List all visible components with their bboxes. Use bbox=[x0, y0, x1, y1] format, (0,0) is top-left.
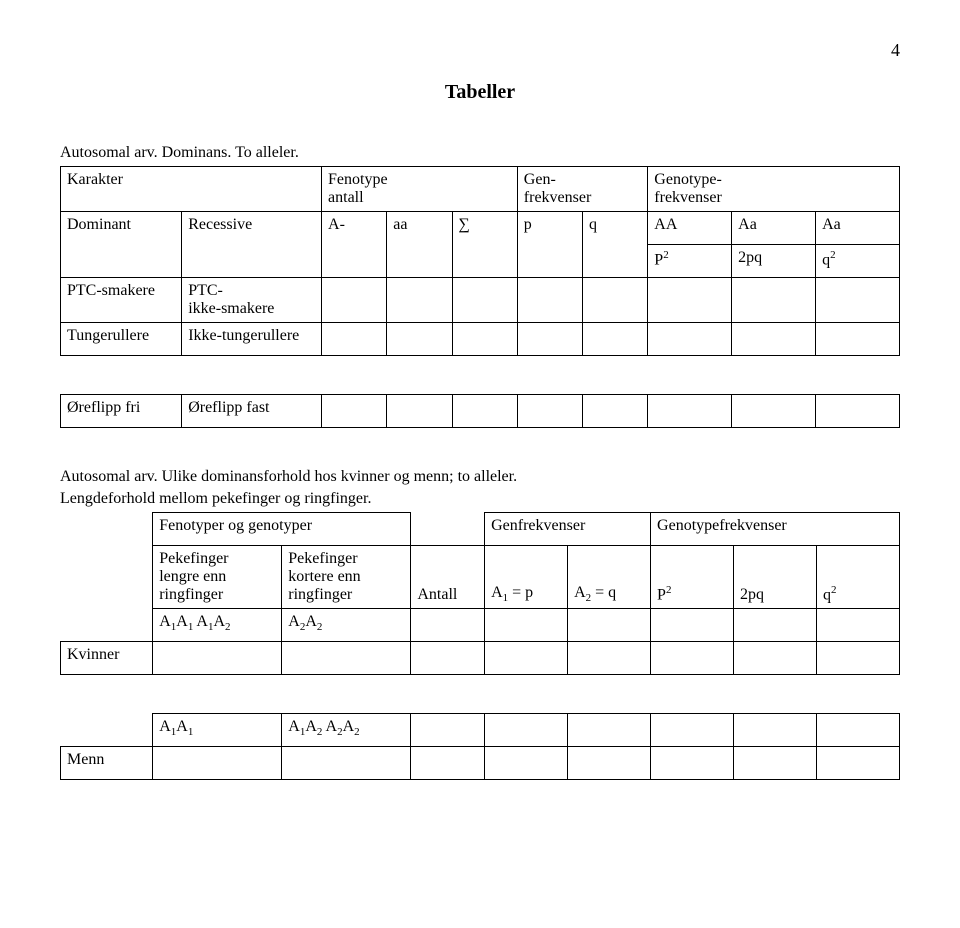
h-genfrek2: Genfrekvenser bbox=[485, 513, 651, 546]
page-number: 4 bbox=[60, 40, 900, 61]
table2: Fenotyper og genotyper Genfrekvenser Gen… bbox=[60, 512, 900, 780]
g-2pq: 2pq bbox=[732, 245, 816, 278]
h-a1p: A1 = p bbox=[485, 546, 568, 609]
table2-caption2: Lengdeforhold mellom pekefinger og ringf… bbox=[60, 490, 900, 508]
row-kvinner: Kvinner bbox=[61, 642, 153, 675]
kvinner-g1: A1A1 A1A2 bbox=[153, 609, 282, 642]
r3-rec: Øreflipp fast bbox=[182, 395, 322, 428]
h-aa: aa bbox=[387, 212, 452, 278]
g-P2: P2 bbox=[648, 245, 732, 278]
r3-dom: Øreflipp fri bbox=[61, 395, 182, 428]
row-menn: Menn bbox=[61, 746, 153, 779]
r1-dom: PTC-smakere bbox=[61, 278, 182, 323]
menn-g1: A1A1 bbox=[153, 713, 282, 746]
table2-caption1: Autosomal arv. Ulike dominansforhold hos… bbox=[60, 468, 900, 486]
h-2pq-2: 2pq bbox=[734, 546, 817, 609]
h-q2-2: q2 bbox=[816, 546, 899, 609]
h-genotypfrek: Genotype- frekvenser bbox=[648, 167, 900, 212]
g-Aa: Aa bbox=[732, 212, 816, 245]
h-dominant: Dominant bbox=[61, 212, 182, 278]
h-sum: ∑ bbox=[452, 212, 517, 278]
kvinner-g2: A2A2 bbox=[282, 609, 411, 642]
table1: Karakter Fenotype antall Gen- frekvenser… bbox=[60, 166, 900, 428]
table1-caption: Autosomal arv. Dominans. To alleler. bbox=[60, 144, 900, 162]
h-q: q bbox=[583, 212, 648, 278]
h-peke-kortere: Pekefinger kortere enn ringfinger bbox=[282, 546, 411, 609]
h-genotypfrek2: Genotypefrekvenser bbox=[651, 513, 900, 546]
r2-rec: Ikke-tungerullere bbox=[182, 323, 322, 356]
page-title: Tabeller bbox=[60, 81, 900, 104]
r2-dom: Tungerullere bbox=[61, 323, 182, 356]
h-genfrek: Gen- frekvenser bbox=[517, 167, 648, 212]
g-Aa2: Aa bbox=[816, 212, 900, 245]
h-antall: Antall bbox=[411, 546, 485, 609]
h-fenotype: Fenotype antall bbox=[322, 167, 518, 212]
h-peke-lengre: Pekefinger lengre enn ringfinger bbox=[153, 546, 282, 609]
h-p: p bbox=[517, 212, 582, 278]
h-fenogeno: Fenotyper og genotyper bbox=[153, 513, 411, 546]
g-AA: AA bbox=[648, 212, 732, 245]
h-recessive: Recessive bbox=[182, 212, 322, 278]
g-q2: q2 bbox=[816, 245, 900, 278]
h-a2q: A2 = q bbox=[568, 546, 651, 609]
h-Aminus: A- bbox=[322, 212, 387, 278]
menn-g2: A1A2 A2A2 bbox=[282, 713, 411, 746]
h-P2-2: P2 bbox=[651, 546, 734, 609]
h-karakter: Karakter bbox=[61, 167, 322, 212]
r1-rec: PTC- ikke-smakere bbox=[182, 278, 322, 323]
